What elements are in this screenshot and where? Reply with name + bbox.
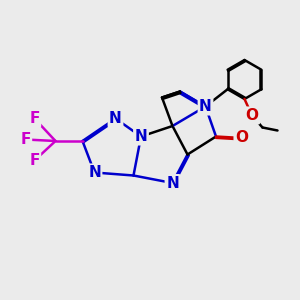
Text: N: N (109, 111, 122, 126)
Text: N: N (135, 129, 147, 144)
Text: O: O (235, 130, 248, 146)
Text: F: F (29, 153, 40, 168)
Text: N: N (166, 176, 179, 190)
Text: N: N (199, 99, 212, 114)
Text: N: N (88, 165, 101, 180)
Text: F: F (20, 132, 31, 147)
Text: O: O (245, 108, 259, 123)
Text: F: F (29, 111, 40, 126)
